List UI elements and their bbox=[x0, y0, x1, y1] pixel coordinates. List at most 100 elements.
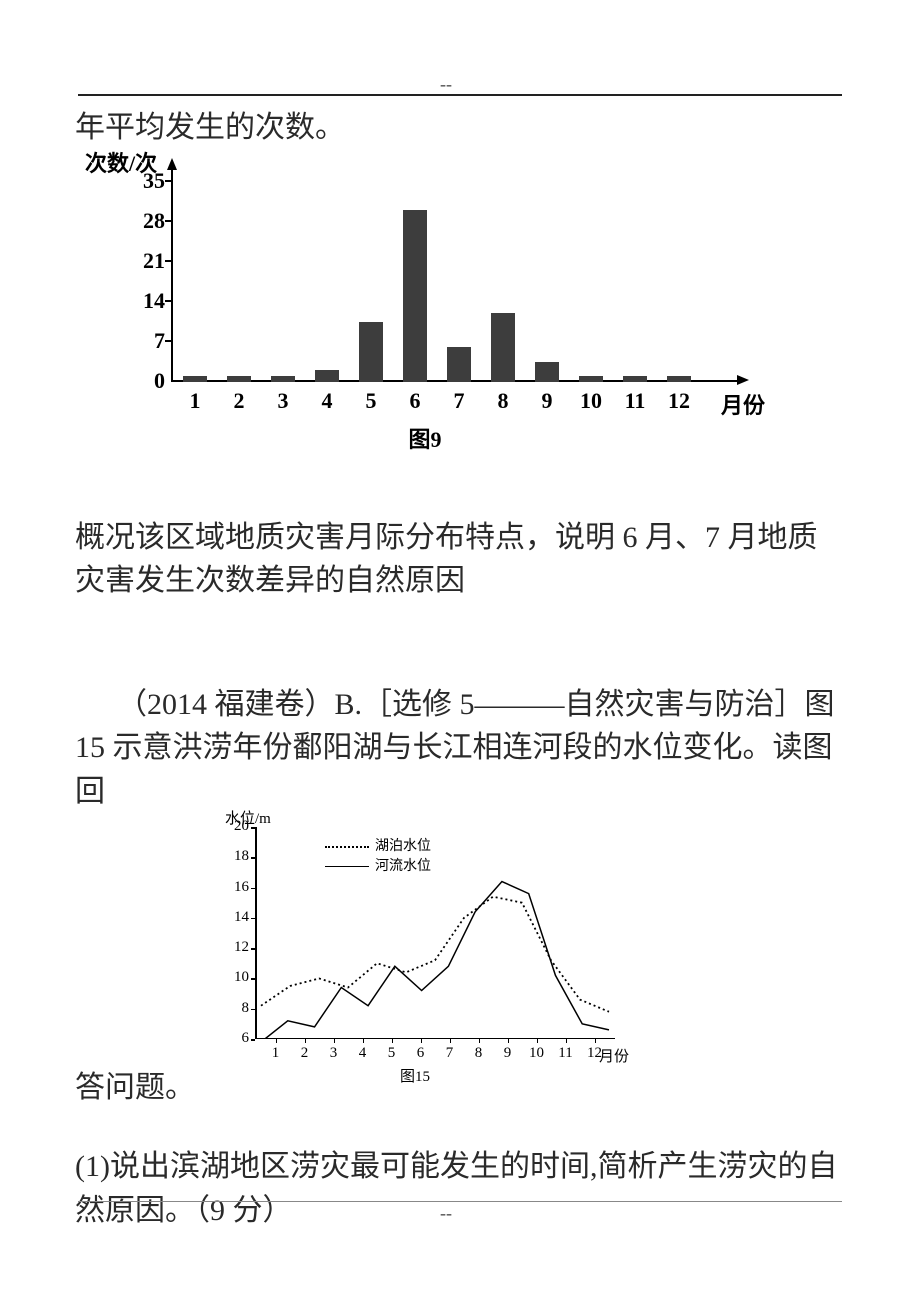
line-chart-xtick-label: 5 bbox=[378, 1045, 406, 1062]
line-chart-xtick-label: 6 bbox=[407, 1045, 435, 1062]
line-chart-xtick bbox=[334, 1039, 336, 1043]
bar-chart-ytick-label: 35 bbox=[105, 168, 165, 194]
bar-chart-bar bbox=[491, 313, 515, 382]
line-chart-ytick bbox=[251, 857, 255, 859]
bar-chart-ytick-label: 0 bbox=[105, 368, 165, 394]
legend-item-river: 河流水位 bbox=[325, 857, 431, 877]
paragraph-3-prefix: （2014 福建卷）B.［选修 5———自然灾害与防治］图 15 示意洪涝年份鄱… bbox=[75, 683, 845, 814]
bar-chart-ytick-label: 14 bbox=[105, 288, 165, 314]
bar-chart-ytick bbox=[165, 220, 171, 222]
bar-chart-bar bbox=[183, 376, 207, 382]
line-chart-xtick-label: 3 bbox=[320, 1045, 348, 1062]
bar-chart-ytick bbox=[165, 300, 171, 302]
bar-chart-bar bbox=[271, 376, 295, 382]
line-chart-xtick-label: 8 bbox=[465, 1045, 493, 1062]
line-chart-ytick bbox=[251, 918, 255, 920]
bar-chart-ytick-label: 21 bbox=[105, 248, 165, 274]
bar-chart-xtick-label: 11 bbox=[613, 388, 657, 414]
line-chart-xtick bbox=[566, 1039, 568, 1043]
bar-chart-xtick-label: 1 bbox=[173, 388, 217, 414]
legend-dotted-icon bbox=[325, 846, 369, 848]
line-chart-xtick bbox=[392, 1039, 394, 1043]
line-chart-ytick-label: 12 bbox=[219, 939, 249, 956]
bar-chart-x-unit: 月份 bbox=[721, 388, 765, 420]
footer-dash: -- bbox=[440, 1203, 452, 1224]
bar-chart-x-arrow-icon bbox=[737, 375, 749, 385]
page: -- 年平均发生的次数。 次数/次 0714212835 12345678910… bbox=[0, 0, 920, 1292]
line-chart-xtick-label: 10 bbox=[523, 1045, 551, 1062]
line-chart-caption: 图15 bbox=[195, 1065, 635, 1086]
line-chart-ytick bbox=[251, 827, 255, 829]
line-chart-xtick-label: 1 bbox=[262, 1045, 290, 1062]
legend-label-river: 河流水位 bbox=[375, 857, 431, 877]
header-rule bbox=[78, 94, 842, 96]
bar-chart: 次数/次 0714212835 123456789101112 月份 图9 bbox=[85, 150, 765, 450]
line-chart-ytick bbox=[251, 1039, 255, 1041]
line-chart-ytick bbox=[251, 948, 255, 950]
bar-chart-xtick-label: 9 bbox=[525, 388, 569, 414]
line-chart-xtick bbox=[508, 1039, 510, 1043]
line-chart-plot bbox=[255, 827, 615, 1039]
footer-rule bbox=[78, 1201, 842, 1202]
line-chart-xtick-label: 7 bbox=[436, 1045, 464, 1062]
bar-chart-xtick-label: 5 bbox=[349, 388, 393, 414]
bar-chart-bar bbox=[403, 210, 427, 381]
bar-chart-bar bbox=[315, 370, 339, 381]
line-chart-xtick bbox=[479, 1039, 481, 1043]
bar-chart-ytick-label: 7 bbox=[105, 328, 165, 354]
bar-chart-xtick-label: 12 bbox=[657, 388, 701, 414]
bar-chart-y-axis bbox=[171, 168, 173, 382]
bar-chart-xtick-label: 3 bbox=[261, 388, 305, 414]
bar-chart-ytick bbox=[165, 180, 171, 182]
bar-chart-bar bbox=[535, 362, 559, 382]
bar-chart-ytick bbox=[165, 340, 171, 342]
bar-chart-xtick-label: 10 bbox=[569, 388, 613, 414]
line-chart-xtick-label: 2 bbox=[291, 1045, 319, 1062]
line-chart-ytick-label: 20 bbox=[219, 818, 249, 835]
legend-solid-icon bbox=[325, 866, 369, 867]
bar-chart-bar bbox=[667, 376, 691, 382]
line-chart-xtick bbox=[421, 1039, 423, 1043]
line-chart-ytick bbox=[251, 888, 255, 890]
line-chart-ytick-label: 10 bbox=[219, 969, 249, 986]
line-chart-ytick-label: 16 bbox=[219, 879, 249, 896]
bar-chart-xtick-label: 2 bbox=[217, 388, 261, 414]
line-chart-xtick bbox=[450, 1039, 452, 1043]
paragraph-3-suffix: 答问题。 bbox=[75, 1066, 195, 1110]
line-chart-ytick-label: 18 bbox=[219, 848, 249, 865]
paragraph-2: 概况该区域地质灾害月际分布特点，说明 6 月、7 月地质灾害发生次数差异的自然原… bbox=[75, 516, 845, 603]
line-chart-legend: 湖泊水位 河流水位 bbox=[325, 837, 431, 877]
bar-chart-ytick-label: 28 bbox=[105, 208, 165, 234]
line-chart-xtick bbox=[595, 1039, 597, 1043]
line-chart-ytick-label: 14 bbox=[219, 909, 249, 926]
line-chart-xtick-label: 9 bbox=[494, 1045, 522, 1062]
line-chart-series-lake bbox=[261, 897, 609, 1012]
bar-chart-caption: 图9 bbox=[85, 422, 765, 454]
line-chart-xtick bbox=[305, 1039, 307, 1043]
line-chart-ytick-label: 6 bbox=[219, 1030, 249, 1047]
paragraph-1: 年平均发生的次数。 bbox=[75, 106, 845, 150]
bar-chart-bar bbox=[227, 376, 251, 382]
header-dash: -- bbox=[440, 74, 452, 95]
line-chart-xtick-label: 4 bbox=[349, 1045, 377, 1062]
bar-chart-xtick-label: 8 bbox=[481, 388, 525, 414]
bar-chart-bar bbox=[579, 376, 603, 382]
bar-chart-ytick bbox=[165, 260, 171, 262]
line-chart: 水位/m 湖泊水位 河流水位 68101214161820 12 bbox=[195, 813, 635, 1103]
bar-chart-xtick-label: 6 bbox=[393, 388, 437, 414]
line-chart-ytick bbox=[251, 978, 255, 980]
bar-chart-xtick-label: 4 bbox=[305, 388, 349, 414]
line-chart-xtick bbox=[363, 1039, 365, 1043]
line-chart-xtick-label: 11 bbox=[552, 1045, 580, 1062]
bar-chart-bar bbox=[447, 347, 471, 381]
bar-chart-bar bbox=[623, 376, 647, 382]
line-chart-xtick bbox=[276, 1039, 278, 1043]
paragraph-4: (1)说出滨湖地区涝灾最可能发生的时间,简析产生涝灾的自然原因。（9 分） bbox=[75, 1145, 845, 1232]
legend-label-lake: 湖泊水位 bbox=[375, 837, 431, 857]
line-chart-xtick bbox=[537, 1039, 539, 1043]
bar-chart-bar bbox=[359, 322, 383, 382]
legend-item-lake: 湖泊水位 bbox=[325, 837, 431, 857]
line-chart-ytick-label: 8 bbox=[219, 1000, 249, 1017]
bar-chart-xtick-label: 7 bbox=[437, 388, 481, 414]
line-chart-ytick bbox=[251, 1009, 255, 1011]
